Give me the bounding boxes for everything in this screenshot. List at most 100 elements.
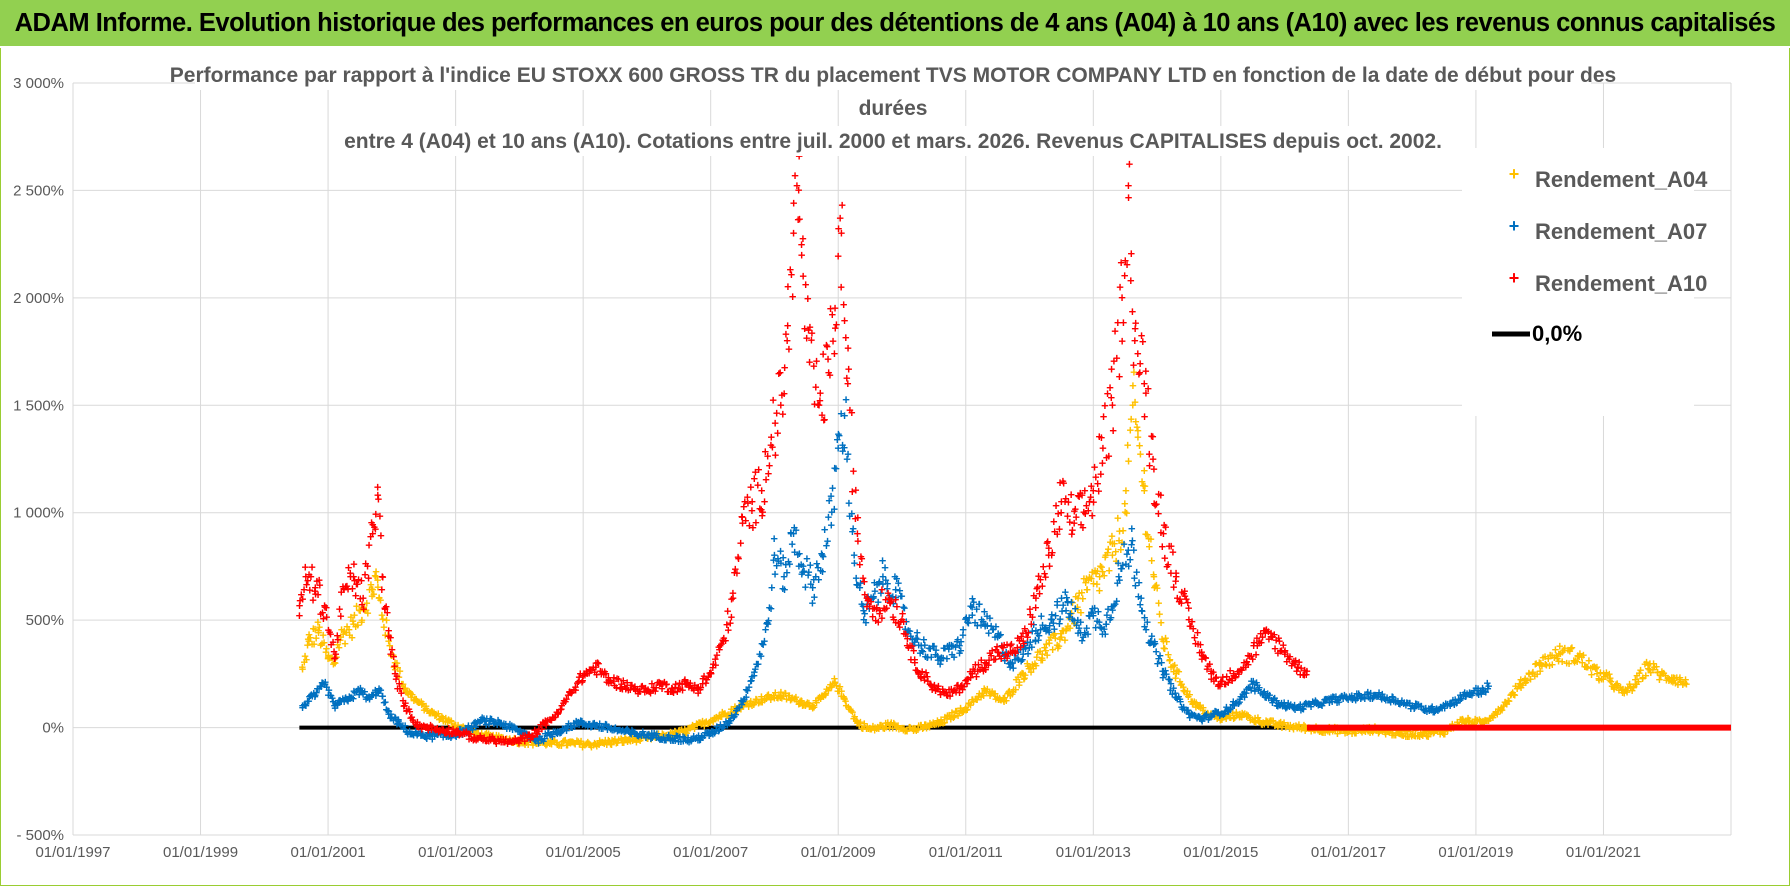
data-point: +: [592, 717, 600, 732]
data-point: +: [547, 733, 555, 748]
x-tick-label: 01/01/2017: [1311, 844, 1386, 861]
data-point: +: [558, 738, 566, 753]
data-point: +: [877, 717, 885, 732]
data-point: +: [1007, 644, 1015, 659]
data-point: +: [926, 719, 934, 734]
data-point: +: [1134, 430, 1142, 445]
data-point: +: [1043, 648, 1051, 663]
data-point: +: [926, 715, 934, 730]
x-tick-label: 01/01/2003: [418, 844, 493, 861]
data-point: +: [1466, 685, 1474, 700]
data-point: +: [678, 722, 686, 737]
data-point: +: [1332, 692, 1340, 707]
data-point: +: [1137, 447, 1145, 462]
data-point: +: [753, 692, 761, 707]
data-point: +: [407, 685, 415, 700]
data-point: +: [351, 608, 359, 623]
data-point: +: [301, 649, 309, 664]
data-point: +: [996, 692, 1004, 707]
data-point: +: [377, 592, 385, 607]
data-point: +: [1006, 688, 1014, 703]
data-point: +: [917, 718, 925, 733]
data-point: +: [1157, 488, 1165, 503]
data-point: +: [378, 608, 386, 623]
data-point: +: [408, 687, 416, 702]
data-point: +: [1683, 677, 1691, 692]
data-point: +: [506, 731, 514, 746]
data-point: +: [395, 669, 403, 684]
data-point: +: [1389, 692, 1397, 707]
data-point: +: [737, 702, 745, 717]
data-point: +: [600, 736, 608, 751]
data-point: +: [588, 739, 596, 754]
data-point: +: [831, 676, 839, 691]
data-point: +: [1002, 693, 1010, 708]
data-point: +: [693, 716, 701, 731]
data-point: +: [795, 182, 803, 197]
data-point: +: [371, 568, 379, 583]
data-point: +: [420, 703, 428, 718]
data-point: +: [808, 326, 816, 341]
data-point: +: [871, 723, 879, 738]
data-point: +: [783, 692, 791, 707]
data-point: +: [398, 677, 406, 692]
data-point: +: [906, 719, 914, 734]
data-point: +: [838, 684, 846, 699]
data-point: +: [792, 690, 800, 705]
data-point: +: [433, 722, 441, 737]
data-point: +: [707, 713, 715, 728]
data-point: +: [733, 701, 741, 716]
data-point: +: [736, 698, 744, 713]
data-point: +: [1053, 638, 1061, 653]
data-point: +: [986, 684, 994, 699]
data-point: +: [952, 704, 960, 719]
data-point: +: [1102, 616, 1110, 631]
data-point: +: [893, 721, 901, 736]
data-point: +: [459, 719, 467, 734]
data-point: +: [1079, 520, 1087, 535]
data-point: +: [758, 689, 766, 704]
data-point: +: [728, 609, 736, 624]
data-point: +: [937, 712, 945, 727]
data-point: +: [1051, 626, 1059, 641]
data-point: +: [988, 684, 996, 699]
data-point: +: [1058, 629, 1066, 644]
data-point: +: [695, 715, 703, 730]
data-point: +: [359, 591, 367, 606]
data-point: +: [1014, 670, 1022, 685]
data-point: +: [983, 681, 991, 696]
data-point: +: [994, 644, 1002, 659]
data-point: +: [340, 582, 348, 597]
data-point: +: [888, 715, 896, 730]
data-point: +: [457, 720, 465, 735]
data-point: +: [1128, 246, 1136, 261]
data-point: +: [748, 698, 756, 713]
data-point: +: [1137, 591, 1145, 606]
data-point: +: [812, 693, 820, 708]
data-point: +: [831, 674, 839, 689]
data-point: +: [524, 737, 532, 752]
data-point: +: [665, 728, 673, 743]
x-tick-label: 01/01/2007: [673, 844, 748, 861]
data-point: +: [1644, 657, 1652, 672]
data-point: +: [845, 699, 853, 714]
data-point: +: [953, 703, 961, 718]
data-point: +: [1274, 696, 1282, 711]
data-point: +: [688, 732, 696, 747]
data-point: +: [718, 709, 726, 724]
data-point: +: [517, 735, 525, 750]
data-point: +: [488, 729, 496, 744]
data-point: +: [929, 715, 937, 730]
data-point: +: [1281, 644, 1289, 659]
data-point: +: [980, 688, 988, 703]
data-point: +: [894, 718, 902, 733]
data-point: +: [573, 733, 581, 748]
data-point: +: [501, 735, 509, 750]
data-point: +: [312, 630, 320, 645]
data-point: +: [610, 734, 618, 749]
data-point: +: [925, 719, 933, 734]
data-point: +: [528, 734, 536, 749]
data-point: +: [430, 705, 438, 720]
data-point: +: [840, 691, 848, 706]
data-point: +: [568, 734, 576, 749]
